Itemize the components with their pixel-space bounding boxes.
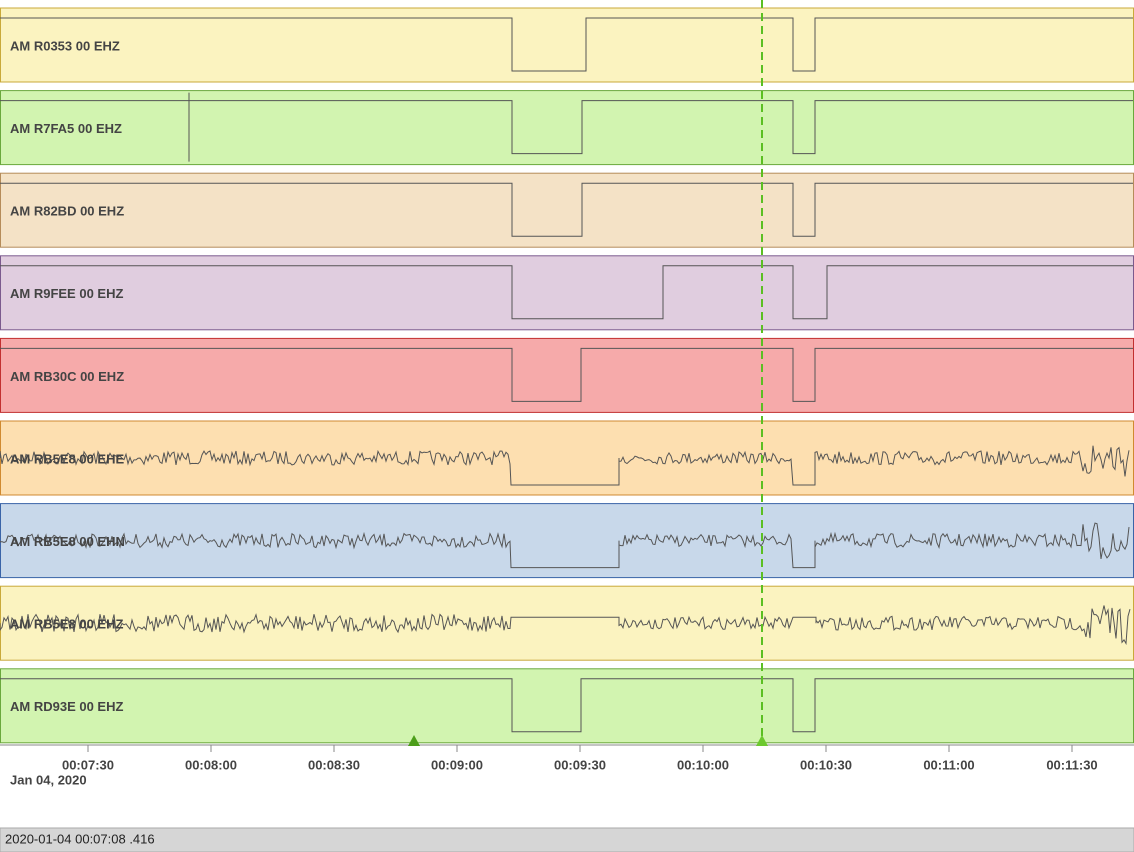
trace-label: AM RB5E8 00 EHE bbox=[10, 451, 124, 466]
trace[interactable]: AM RB30C 00 EHZ bbox=[0, 337, 1134, 413]
trace-label: AM RB30C 00 EHZ bbox=[10, 369, 124, 384]
waveform bbox=[0, 265, 1133, 320]
trace-list: AM R0353 00 EHZ AM R7FA5 00 EHZ AM R82BD 0… bbox=[0, 7, 1134, 744]
waveform bbox=[0, 92, 1133, 162]
time-tick-label: 00:10:00 bbox=[677, 757, 729, 772]
waveform bbox=[0, 445, 1130, 486]
trace-label: AM RD93E 00 EHZ bbox=[10, 699, 123, 714]
time-tick-label: 00:09:00 bbox=[431, 757, 483, 772]
trace-panel bbox=[0, 255, 1134, 331]
trace[interactable]: AM RB5E8 00 EHZ bbox=[0, 585, 1134, 661]
waveform bbox=[0, 17, 1133, 72]
trace-panel bbox=[0, 337, 1134, 413]
waveform bbox=[0, 522, 1130, 569]
trace-panel bbox=[0, 503, 1134, 579]
trace-label: AM RB5E8 00 EHZ bbox=[10, 617, 123, 632]
status-bar bbox=[0, 827, 1134, 852]
trace-panel bbox=[0, 420, 1134, 496]
trace[interactable]: AM R7FA5 00 EHZ bbox=[0, 90, 1134, 166]
time-tick-label: 00:11:00 bbox=[923, 757, 974, 772]
trace-panel bbox=[0, 7, 1134, 83]
pick-marker[interactable] bbox=[756, 735, 768, 746]
status-text: 2020-01-04 00:07:08 .416 bbox=[5, 831, 155, 846]
time-tick-label: 00:08:30 bbox=[308, 757, 360, 772]
trace-label: AM R82BD 00 EHZ bbox=[10, 204, 124, 219]
trace[interactable]: AM RD93E 00 EHZ bbox=[0, 668, 1134, 744]
trace-label: AM R0353 00 EHZ bbox=[10, 38, 120, 53]
trace-panel bbox=[0, 668, 1134, 744]
trace[interactable]: AM R9FEE 00 EHZ bbox=[0, 255, 1134, 331]
waveform bbox=[0, 347, 1133, 402]
trace-panel bbox=[0, 172, 1134, 248]
time-tick-label: 00:10:30 bbox=[800, 757, 852, 772]
time-tick-label: 00:08:00 bbox=[185, 757, 237, 772]
time-tick-label: 00:09:30 bbox=[554, 757, 606, 772]
trace-label: AM R7FA5 00 EHZ bbox=[10, 121, 122, 136]
date-label: Jan 04, 2020 bbox=[10, 772, 87, 787]
pick-marker[interactable] bbox=[408, 735, 420, 746]
trace-label: AM RB5E8 00 EHN bbox=[10, 534, 125, 549]
time-tick-label: 00:11:30 bbox=[1046, 757, 1097, 772]
time-tick-label: 00:07:30 bbox=[62, 757, 114, 772]
trace[interactable]: AM RB5E8 00 EHN bbox=[0, 503, 1134, 579]
trace[interactable]: AM RB5E8 00 EHE bbox=[0, 420, 1134, 496]
trace-panel bbox=[0, 585, 1134, 661]
trace[interactable]: AM R0353 00 EHZ bbox=[0, 7, 1134, 83]
waveform bbox=[0, 182, 1133, 237]
waveform bbox=[0, 605, 1131, 646]
waveform bbox=[0, 678, 1133, 733]
trace-label: AM R9FEE 00 EHZ bbox=[10, 286, 123, 301]
trace[interactable]: AM R82BD 00 EHZ bbox=[0, 172, 1134, 248]
